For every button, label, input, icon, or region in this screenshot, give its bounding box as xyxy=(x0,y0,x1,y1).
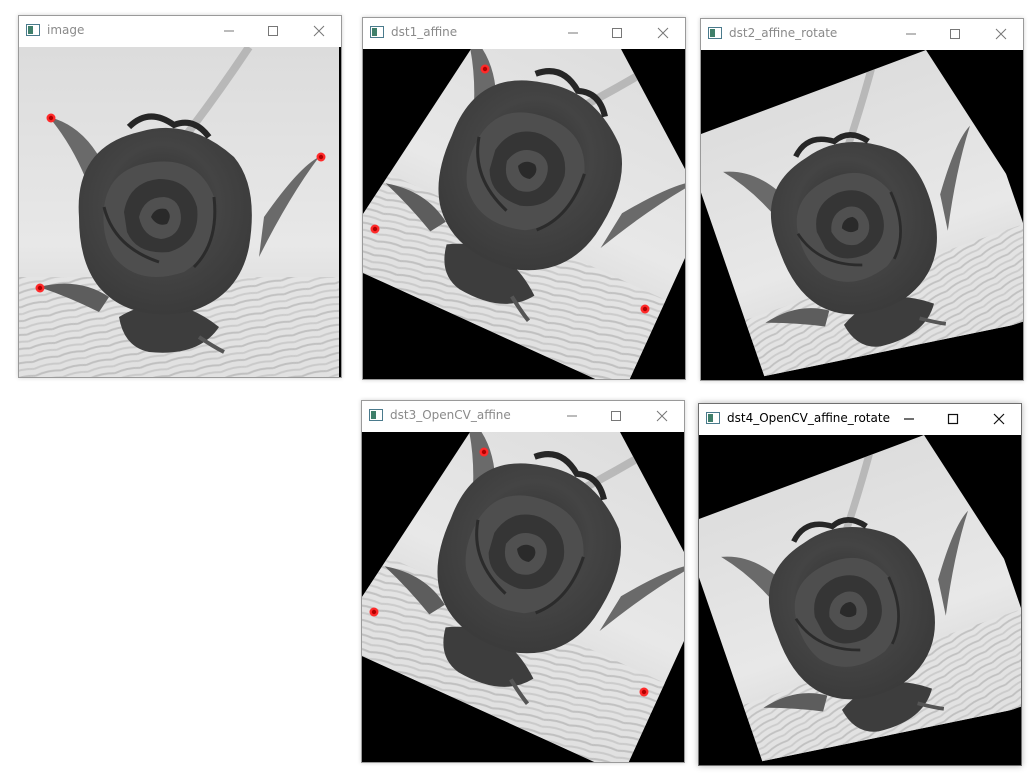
opencv-window-icon xyxy=(26,24,40,36)
maximize-icon xyxy=(268,26,278,36)
close-icon xyxy=(993,413,1005,425)
close-button[interactable] xyxy=(640,401,684,431)
opencv-window-icon xyxy=(706,412,720,424)
close-button[interactable] xyxy=(979,19,1023,49)
dst2-canvas xyxy=(701,50,1023,380)
title-bar[interactable]: dst4_OpenCV_affine_rotate xyxy=(699,404,1021,434)
title-bar[interactable]: image xyxy=(19,16,341,46)
marker-point xyxy=(370,224,380,234)
window-dst3-opencv-affine[interactable]: dst3_OpenCV_affine xyxy=(361,400,685,763)
window-dst2-affine-rotate[interactable]: dst2_affine_rotate xyxy=(700,18,1024,381)
maximize-button[interactable] xyxy=(251,16,295,46)
marker-point xyxy=(479,447,489,457)
marker-point xyxy=(480,64,490,74)
minimize-button[interactable] xyxy=(550,401,594,431)
close-icon xyxy=(657,27,669,39)
maximize-icon xyxy=(950,29,960,39)
minimize-icon xyxy=(224,30,234,32)
marker-point xyxy=(640,304,650,314)
minimize-button[interactable] xyxy=(889,19,933,49)
close-icon xyxy=(656,410,668,422)
marker-point xyxy=(639,687,649,697)
maximize-button[interactable] xyxy=(594,401,638,431)
opencv-window-icon xyxy=(708,27,722,39)
window-title: image xyxy=(47,23,85,37)
maximize-button[interactable] xyxy=(931,404,975,434)
opencv-window-icon xyxy=(369,409,383,421)
window-dst1-affine[interactable]: dst1_affine xyxy=(362,17,686,380)
rose-photo xyxy=(19,47,339,377)
close-icon xyxy=(313,25,325,37)
maximize-button[interactable] xyxy=(595,18,639,48)
maximize-icon xyxy=(612,28,622,38)
marker-point xyxy=(316,152,326,162)
minimize-button[interactable] xyxy=(887,404,931,434)
window-dst4-opencv-affine-rotate[interactable]: dst4_OpenCV_affine_rotate xyxy=(698,403,1022,766)
image-canvas xyxy=(19,47,341,377)
minimize-icon xyxy=(904,418,914,420)
dst4-canvas xyxy=(699,435,1021,765)
title-bar[interactable]: dst3_OpenCV_affine xyxy=(362,401,684,431)
maximize-icon xyxy=(611,411,621,421)
opencv-window-icon xyxy=(370,26,384,38)
window-title: dst2_affine_rotate xyxy=(729,26,838,40)
marker-point xyxy=(35,283,45,293)
minimize-icon xyxy=(568,32,578,34)
minimize-button[interactable] xyxy=(207,16,251,46)
minimize-button[interactable] xyxy=(551,18,595,48)
maximize-icon xyxy=(947,413,959,425)
window-image[interactable]: image xyxy=(18,15,342,378)
close-button[interactable] xyxy=(641,18,685,48)
minimize-icon xyxy=(567,415,577,417)
minimize-icon xyxy=(906,33,916,35)
dst3-canvas xyxy=(362,432,684,762)
window-title: dst1_affine xyxy=(391,25,458,39)
maximize-button[interactable] xyxy=(933,19,977,49)
window-title: dst3_OpenCV_affine xyxy=(390,408,511,422)
close-icon xyxy=(995,28,1007,40)
title-bar[interactable]: dst1_affine xyxy=(363,18,685,48)
marker-point xyxy=(369,607,379,617)
close-button[interactable] xyxy=(977,404,1021,434)
dst1-canvas xyxy=(363,49,685,379)
title-bar[interactable]: dst2_affine_rotate xyxy=(701,19,1023,49)
window-title: dst4_OpenCV_affine_rotate xyxy=(727,411,890,425)
marker-point xyxy=(46,113,56,123)
close-button[interactable] xyxy=(297,16,341,46)
